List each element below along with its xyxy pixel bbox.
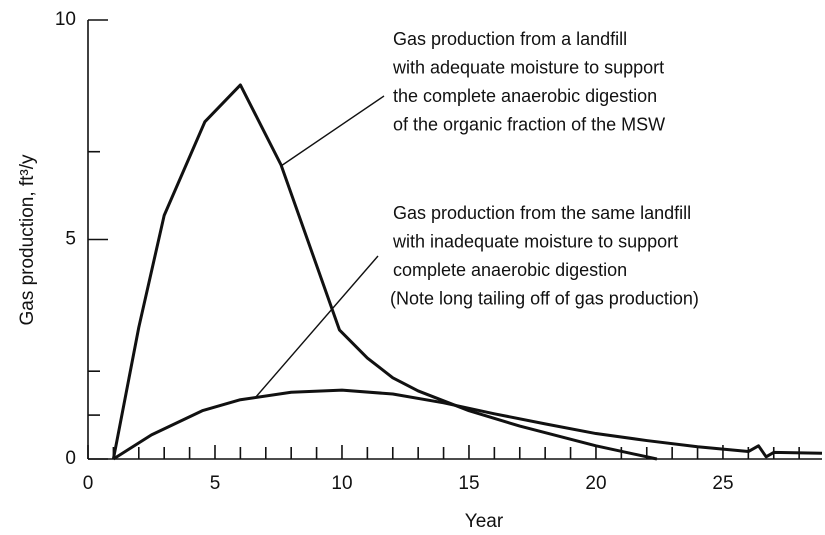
- x-tick-label: 5: [210, 473, 221, 494]
- leader-line: [254, 255, 379, 399]
- x-axis-label: Year: [465, 511, 504, 532]
- annotation: complete anaerobic digestion: [393, 260, 627, 280]
- x-tick-label: 25: [712, 473, 733, 494]
- annotation: the complete anaerobic digestion: [393, 86, 657, 106]
- annotation: (Note long tailing off of gas production…: [390, 288, 699, 308]
- annotation: with adequate moisture to support: [392, 57, 664, 77]
- annotation: Gas production from the same landfill: [393, 203, 691, 223]
- x-tick-label: 20: [585, 473, 606, 494]
- x-tick-label: 10: [331, 473, 352, 494]
- x-tick-label: 15: [458, 473, 479, 494]
- y-tick-label: 0: [65, 448, 76, 469]
- annotation: of the organic fraction of the MSW: [393, 114, 665, 134]
- y-tick-label: 10: [55, 9, 76, 30]
- annotation: with inadequate moisture to support: [392, 231, 678, 251]
- y-tick-label: 5: [65, 229, 76, 250]
- line-series: [112, 388, 823, 461]
- annotation: Gas production from a landfill: [393, 29, 627, 49]
- line-series: [111, 83, 658, 461]
- leader-line: [280, 95, 385, 167]
- y-axis-label: Gas production, ft³/y: [17, 154, 38, 326]
- x-tick-label: 0: [83, 473, 94, 494]
